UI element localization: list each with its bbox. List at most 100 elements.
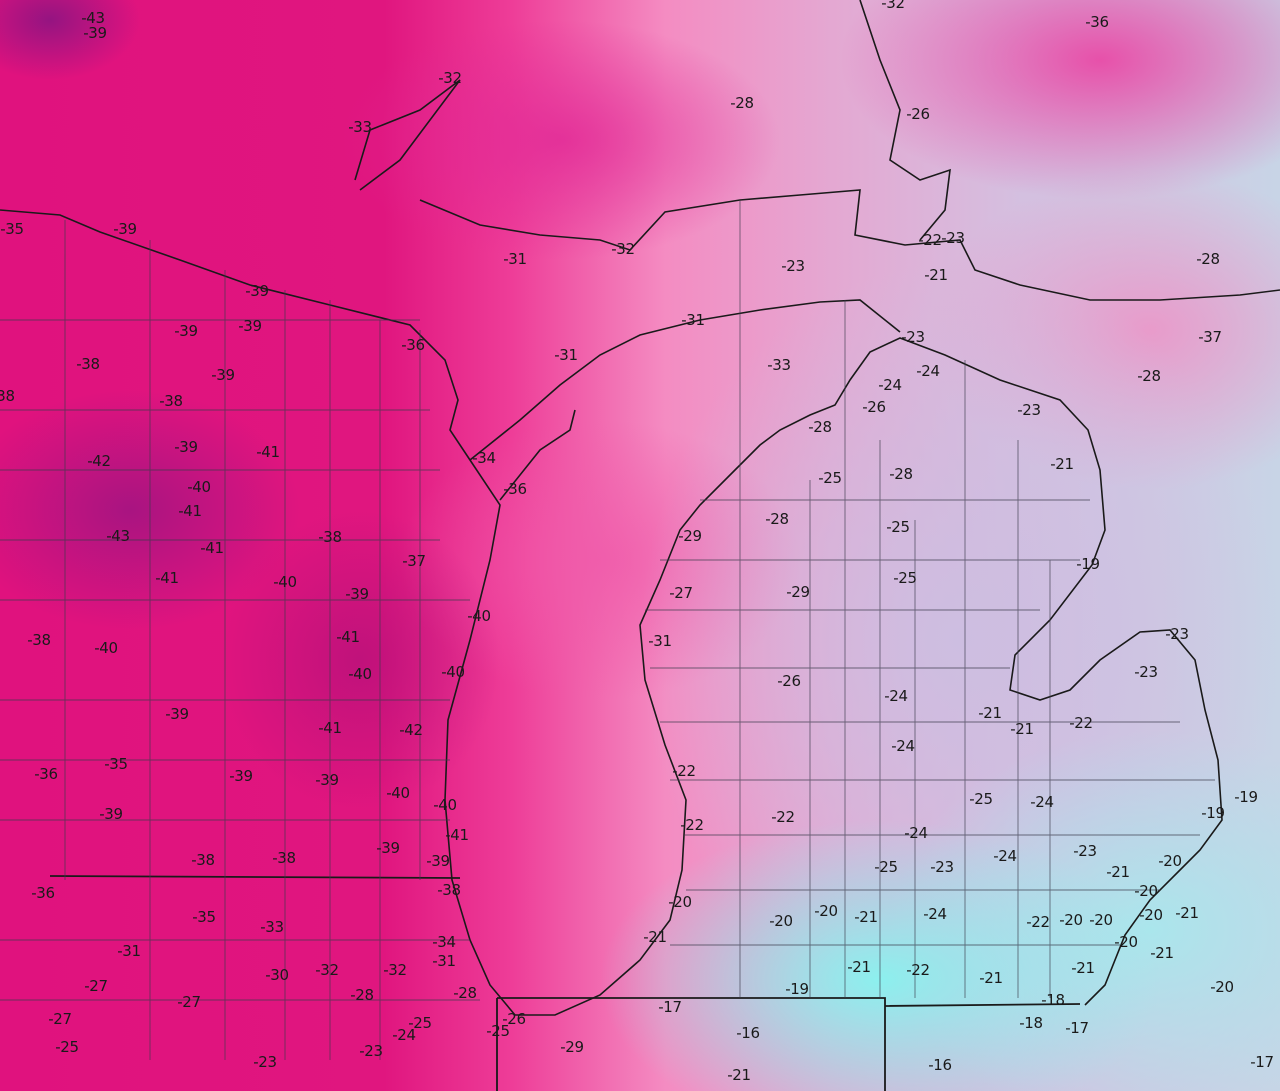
temperature-label: -37: [1198, 328, 1222, 346]
temperature-label: -41: [155, 569, 179, 587]
temperature-label: -24: [904, 824, 928, 842]
temperature-label: -22: [672, 762, 696, 780]
temperature-label: -31: [554, 346, 578, 364]
temperature-label: -39: [426, 852, 450, 870]
temperature-label: -21: [1106, 863, 1130, 881]
lake-michigan-west-shore: [0, 209, 1223, 1016]
temperature-label: -23: [901, 328, 925, 346]
temperature-label: -25: [55, 1038, 79, 1056]
temperature-label: -31: [432, 952, 456, 970]
temperature-label: -24: [1030, 793, 1054, 811]
temperature-label: -21: [1175, 904, 1199, 922]
temperature-label: -31: [681, 311, 705, 329]
temperature-label: -17: [1250, 1053, 1274, 1071]
temperature-label: -36: [503, 480, 527, 498]
temperature-label: -25: [818, 469, 842, 487]
temperature-label: -41: [318, 719, 342, 737]
temperature-label: -39: [113, 220, 137, 238]
temperature-label: -33: [348, 118, 372, 136]
lake-huron-north-shore: [859, 0, 951, 241]
temperature-label: -16: [928, 1056, 952, 1074]
temperature-label: -29: [678, 527, 702, 545]
temperature-label: -40: [348, 665, 372, 683]
temperature-label: -25: [486, 1022, 510, 1040]
temperature-label: -21: [924, 266, 948, 284]
temperature-label: -28: [1196, 250, 1220, 268]
temperature-label: -39: [174, 322, 198, 340]
temperature-label: -40: [94, 639, 118, 657]
temperature-label: -23: [1134, 663, 1158, 681]
state-line-mi-in-oh: [496, 997, 1081, 1091]
temperature-label: -21: [1150, 944, 1174, 962]
temperature-label: -35: [0, 220, 24, 238]
temperature-label: -42: [87, 452, 111, 470]
temperature-label: -20: [1089, 911, 1113, 929]
state-line-il-wi: [49, 875, 461, 879]
temperature-label: -29: [786, 583, 810, 601]
temperature-label: -21: [1071, 959, 1095, 977]
temperature-label: -19: [785, 980, 809, 998]
temperature-label: -43: [106, 527, 130, 545]
temperature-label: -32: [611, 240, 635, 258]
temperature-label: -24: [878, 376, 902, 394]
temperature-label: -28: [889, 465, 913, 483]
temperature-label: -20: [1158, 852, 1182, 870]
temperature-label: -39: [165, 705, 189, 723]
temperature-label: -22: [918, 231, 942, 249]
temperature-label: -22: [1069, 714, 1093, 732]
temperature-label: -22: [771, 808, 795, 826]
temperature-label: -16: [736, 1024, 760, 1042]
temperature-label: -37: [402, 552, 426, 570]
temperature-label: -25: [886, 518, 910, 536]
temperature-label: -20: [769, 912, 793, 930]
temperature-label: -28: [350, 986, 374, 1004]
temperature-label: -34: [472, 449, 496, 467]
temperature-label: -22: [1026, 913, 1050, 931]
temperature-label: -23: [781, 257, 805, 275]
temperature-label: -30: [265, 966, 289, 984]
temperature-label: -20: [814, 902, 838, 920]
temperature-label: -39: [83, 24, 107, 42]
temperature-label: -39: [174, 438, 198, 456]
temperature-label: -25: [969, 790, 993, 808]
temperature-label: -26: [502, 1010, 526, 1028]
temperature-label: -17: [1065, 1019, 1089, 1037]
temperature-label: -24: [891, 737, 915, 755]
temperature-label: -23: [941, 229, 965, 247]
temperature-label: -17: [658, 998, 682, 1016]
temperature-label: -36: [34, 765, 58, 783]
temperature-label: -24: [923, 905, 947, 923]
temperature-label: -39: [211, 366, 235, 384]
temperature-label: -31: [117, 942, 141, 960]
temperature-label: -41: [200, 539, 224, 557]
temperature-label: -20: [1210, 978, 1234, 996]
temperature-label: -23: [1017, 401, 1041, 419]
temperature-label: -21: [854, 908, 878, 926]
temperature-label: -36: [31, 884, 55, 902]
temperature-label: -24: [993, 847, 1017, 865]
temperature-label: -39: [229, 767, 253, 785]
temperature-label: -27: [669, 584, 693, 602]
temperature-label: -23: [1073, 842, 1097, 860]
temperature-label: -21: [643, 928, 667, 946]
temperature-label: -41: [445, 826, 469, 844]
temperature-label: -40: [386, 784, 410, 802]
temperature-label: -36: [1085, 13, 1109, 31]
temperature-label: -39: [315, 771, 339, 789]
temperature-label: -26: [777, 672, 801, 690]
temperature-label: -40: [441, 663, 465, 681]
temperature-label: -23: [253, 1053, 277, 1071]
temperature-label: -40: [433, 796, 457, 814]
lake-superior-shore: [354, 79, 1280, 301]
temperature-label: -31: [648, 632, 672, 650]
temperature-label: -20: [1114, 933, 1138, 951]
temperature-label: -25: [408, 1014, 432, 1032]
temperature-label: -27: [48, 1010, 72, 1028]
temperature-label: -35: [192, 908, 216, 926]
temperature-label: -40: [187, 478, 211, 496]
temperature-label: -28: [730, 94, 754, 112]
temperature-label: -23: [1165, 625, 1189, 643]
temperature-label: -25: [874, 858, 898, 876]
temperature-label: -40: [273, 573, 297, 591]
temperature-label: -23: [359, 1042, 383, 1060]
